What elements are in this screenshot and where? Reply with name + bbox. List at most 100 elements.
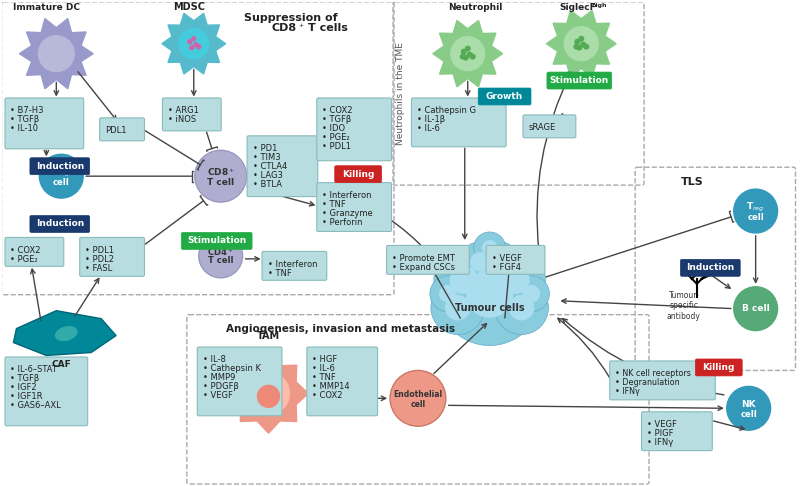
FancyBboxPatch shape bbox=[695, 359, 742, 376]
Text: • TGFβ: • TGFβ bbox=[322, 115, 351, 124]
Circle shape bbox=[480, 242, 519, 282]
Circle shape bbox=[451, 37, 485, 70]
Circle shape bbox=[197, 45, 201, 49]
Text: • FGF4: • FGF4 bbox=[492, 263, 521, 272]
FancyBboxPatch shape bbox=[5, 238, 64, 266]
Text: • Granzyme: • Granzyme bbox=[322, 209, 373, 218]
Text: Tumour cells: Tumour cells bbox=[455, 303, 525, 312]
Text: Induction: Induction bbox=[36, 162, 84, 171]
Text: Endothelial: Endothelial bbox=[394, 390, 442, 399]
Circle shape bbox=[179, 29, 209, 59]
FancyBboxPatch shape bbox=[642, 412, 712, 451]
Text: • ARG1: • ARG1 bbox=[168, 106, 198, 116]
FancyBboxPatch shape bbox=[486, 245, 545, 274]
Text: T$_{reg}$: T$_{reg}$ bbox=[746, 201, 765, 214]
Circle shape bbox=[461, 54, 465, 59]
FancyBboxPatch shape bbox=[317, 98, 391, 161]
Text: sRAGE: sRAGE bbox=[529, 123, 556, 132]
FancyBboxPatch shape bbox=[100, 118, 145, 141]
Text: • CTLA4: • CTLA4 bbox=[253, 162, 287, 171]
Ellipse shape bbox=[55, 327, 77, 341]
Circle shape bbox=[523, 286, 539, 302]
Text: TLS: TLS bbox=[681, 177, 703, 187]
FancyBboxPatch shape bbox=[30, 158, 90, 174]
FancyBboxPatch shape bbox=[334, 166, 382, 183]
Circle shape bbox=[474, 232, 506, 264]
Circle shape bbox=[734, 287, 778, 330]
Circle shape bbox=[247, 372, 290, 414]
Text: • Cathepsin G: • Cathepsin G bbox=[417, 106, 476, 116]
Circle shape bbox=[450, 266, 478, 293]
Text: Stimulation: Stimulation bbox=[187, 236, 246, 245]
Text: • IGF1R: • IGF1R bbox=[10, 392, 43, 401]
Text: Neutrophils in the TME: Neutrophils in the TME bbox=[395, 42, 405, 145]
Circle shape bbox=[440, 286, 456, 302]
Circle shape bbox=[39, 154, 83, 198]
Text: PDL1: PDL1 bbox=[105, 126, 126, 136]
FancyBboxPatch shape bbox=[198, 347, 282, 416]
Text: • IFNγ: • IFNγ bbox=[647, 438, 674, 447]
Circle shape bbox=[192, 37, 196, 41]
FancyBboxPatch shape bbox=[5, 98, 84, 149]
Circle shape bbox=[430, 276, 466, 312]
Text: cell: cell bbox=[53, 178, 70, 187]
Text: Growth: Growth bbox=[486, 92, 523, 101]
Circle shape bbox=[434, 250, 494, 310]
Text: Tumour-
specific
antibody: Tumour- specific antibody bbox=[667, 291, 701, 321]
Text: • PDL1: • PDL1 bbox=[322, 142, 351, 151]
Text: Immature DC: Immature DC bbox=[14, 3, 81, 12]
FancyBboxPatch shape bbox=[80, 238, 145, 277]
Text: • Promote EMT: • Promote EMT bbox=[392, 254, 455, 263]
Text: • IFNγ: • IFNγ bbox=[615, 387, 640, 397]
Text: • TNF: • TNF bbox=[312, 373, 336, 382]
Circle shape bbox=[460, 242, 500, 282]
Circle shape bbox=[584, 44, 589, 49]
Text: NK: NK bbox=[742, 400, 756, 409]
Text: • COX2: • COX2 bbox=[312, 391, 343, 400]
Text: TAM: TAM bbox=[257, 330, 280, 341]
Text: cell: cell bbox=[747, 212, 764, 222]
FancyBboxPatch shape bbox=[5, 357, 88, 426]
Text: • TGFβ: • TGFβ bbox=[10, 115, 40, 124]
Polygon shape bbox=[162, 13, 226, 74]
Circle shape bbox=[514, 276, 550, 312]
FancyBboxPatch shape bbox=[547, 72, 612, 89]
Text: $^+$: $^+$ bbox=[298, 23, 305, 32]
FancyBboxPatch shape bbox=[523, 115, 576, 138]
Text: • HGF: • HGF bbox=[312, 355, 338, 364]
Text: Induction: Induction bbox=[36, 220, 84, 228]
FancyBboxPatch shape bbox=[681, 260, 740, 277]
Circle shape bbox=[490, 253, 509, 271]
Text: T cell: T cell bbox=[207, 178, 234, 187]
Text: • TNF: • TNF bbox=[322, 200, 346, 209]
Text: Stimulation: Stimulation bbox=[550, 76, 609, 85]
Text: • iNOS: • iNOS bbox=[168, 115, 196, 124]
Circle shape bbox=[467, 52, 472, 57]
FancyBboxPatch shape bbox=[317, 183, 391, 231]
Text: • PDL2: • PDL2 bbox=[85, 255, 114, 264]
Circle shape bbox=[446, 295, 470, 320]
Polygon shape bbox=[229, 353, 308, 433]
Text: • COX2: • COX2 bbox=[10, 246, 41, 255]
FancyBboxPatch shape bbox=[247, 136, 318, 197]
Text: SiglecF: SiglecF bbox=[559, 3, 596, 12]
Text: • PGE₂: • PGE₂ bbox=[322, 133, 350, 142]
Text: • IL-10: • IL-10 bbox=[10, 124, 38, 133]
Polygon shape bbox=[19, 18, 93, 89]
FancyBboxPatch shape bbox=[182, 232, 252, 249]
Circle shape bbox=[258, 385, 279, 407]
FancyBboxPatch shape bbox=[386, 245, 470, 274]
Circle shape bbox=[438, 242, 542, 346]
FancyBboxPatch shape bbox=[478, 88, 531, 105]
Circle shape bbox=[579, 36, 584, 41]
Text: • TGFβ: • TGFβ bbox=[10, 374, 40, 383]
Circle shape bbox=[38, 35, 74, 71]
Text: • IL-8: • IL-8 bbox=[202, 355, 226, 364]
Circle shape bbox=[188, 40, 192, 44]
Text: • MMP14: • MMP14 bbox=[312, 382, 350, 391]
FancyBboxPatch shape bbox=[262, 251, 326, 280]
Circle shape bbox=[194, 43, 198, 47]
Circle shape bbox=[510, 295, 534, 320]
Text: CD8: CD8 bbox=[272, 23, 297, 33]
Circle shape bbox=[390, 370, 446, 426]
